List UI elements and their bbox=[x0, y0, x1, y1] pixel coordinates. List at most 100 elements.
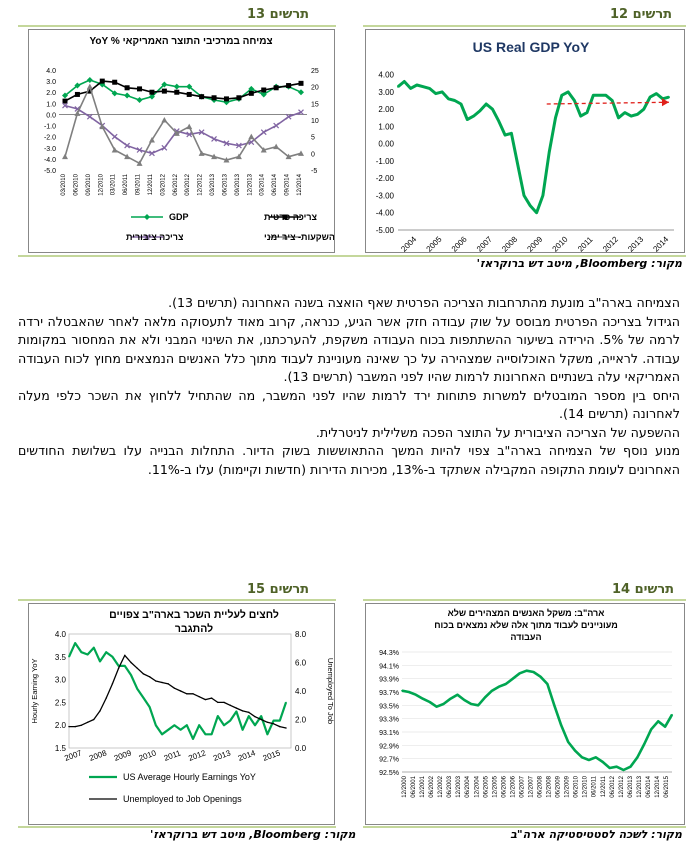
y-tick-label: 93.5% bbox=[379, 703, 399, 710]
y-tick-label-right: 0.0 bbox=[295, 744, 307, 753]
y-tick-label: -2.00 bbox=[376, 174, 395, 183]
data-point bbox=[657, 720, 659, 723]
data-point-square bbox=[112, 79, 118, 85]
data-point-triangle bbox=[124, 153, 131, 160]
y-tick-label-left: -3.0 bbox=[44, 146, 56, 153]
data-point-square bbox=[298, 80, 304, 86]
data-point bbox=[650, 728, 653, 731]
data-point bbox=[198, 724, 200, 726]
source-text: מקור: Bloomberg, מיטב דש ברוקראז' bbox=[150, 828, 356, 841]
x-tick-label: 03/2013 bbox=[210, 173, 216, 195]
data-point bbox=[235, 707, 238, 709]
x-tick-label: 2008 bbox=[88, 748, 108, 763]
data-point-triangle bbox=[273, 143, 280, 150]
x-tick-label: 2009 bbox=[525, 234, 544, 252]
x-tick-label: 06/2015 bbox=[664, 775, 670, 797]
data-point bbox=[449, 697, 452, 700]
data-point-diamond bbox=[186, 83, 193, 90]
data-point bbox=[124, 665, 126, 667]
x-tick-label: 06/2005 bbox=[483, 775, 489, 797]
x-tick-label: 12/2011 bbox=[148, 173, 154, 195]
y-tick-label-right: 20 bbox=[311, 85, 319, 92]
data-point bbox=[86, 721, 89, 724]
x-tick-label: 09/2013 bbox=[235, 173, 241, 195]
data-point bbox=[579, 115, 582, 118]
data-point bbox=[491, 108, 494, 111]
data-point bbox=[179, 729, 182, 731]
data-point bbox=[210, 733, 213, 736]
y-tick-label-left: 3.0 bbox=[55, 676, 67, 685]
x-tick-label: 06/2012 bbox=[610, 775, 616, 797]
x-tick-label: 06/2014 bbox=[646, 775, 652, 797]
data-point bbox=[99, 710, 101, 712]
data-point-triangle bbox=[86, 83, 93, 90]
y-tick-label: 0.00 bbox=[378, 140, 394, 149]
chart-not-want-to-work: ארה"ב: משקל האנשים המצהירים שלא מעונייני… bbox=[365, 603, 685, 825]
data-point bbox=[588, 759, 590, 761]
data-point bbox=[485, 102, 488, 105]
y-tick-label: 94.1% bbox=[379, 663, 399, 670]
x-tick-label: 12/2010 bbox=[98, 173, 104, 195]
x-tick-label: 2007 bbox=[475, 234, 494, 252]
data-point bbox=[456, 693, 459, 696]
x-tick-label: 06/2004 bbox=[465, 775, 471, 797]
y-tick-label-left: 3.5 bbox=[55, 653, 67, 662]
y-tick-label-left: -5.0 bbox=[44, 168, 56, 175]
data-point-triangle bbox=[161, 117, 168, 123]
chart-us-real-gdp: US Real GDP YoY 4.00 3.00 2.00 1.00 0.00 -1.00… bbox=[365, 29, 685, 254]
data-point-square bbox=[248, 90, 254, 96]
series-line bbox=[401, 669, 674, 772]
data-point bbox=[173, 724, 176, 726]
y-tick-label: -5.00 bbox=[376, 226, 395, 235]
data-point bbox=[655, 92, 658, 95]
data-point bbox=[636, 113, 639, 116]
figure-header-rule bbox=[18, 25, 336, 27]
data-point bbox=[68, 656, 70, 658]
x-tick-label: 03/2011 bbox=[111, 173, 117, 195]
data-point bbox=[130, 674, 132, 676]
data-point bbox=[403, 80, 406, 83]
x-tick-label: 06/2007 bbox=[519, 775, 525, 797]
x-tick-label: 09/2011 bbox=[136, 173, 142, 195]
data-point-triangle bbox=[74, 110, 81, 116]
data-point bbox=[136, 667, 138, 669]
data-point bbox=[198, 696, 200, 698]
x-tick-label: 06/2011 bbox=[123, 173, 129, 195]
data-point bbox=[622, 769, 625, 771]
x-tick-label: 2004 bbox=[399, 234, 418, 252]
x-tick-label: 12/2012 bbox=[198, 173, 204, 195]
data-point bbox=[80, 651, 83, 653]
data-point-triangle bbox=[186, 123, 193, 130]
data-point-x bbox=[298, 109, 304, 116]
y-tick-label: 4.00 bbox=[378, 71, 394, 80]
y-tick-label-left: 4.0 bbox=[46, 68, 56, 75]
y-tick-label-left: 4.0 bbox=[55, 630, 67, 639]
x-tick-label: 06/2003 bbox=[447, 775, 453, 797]
data-point bbox=[498, 685, 500, 688]
x-tick-label: 06/2009 bbox=[556, 775, 562, 797]
data-point bbox=[155, 724, 157, 726]
data-point bbox=[664, 725, 666, 728]
data-point bbox=[279, 725, 281, 728]
data-point-triangle bbox=[223, 157, 230, 163]
data-point bbox=[105, 651, 107, 653]
legend-marker bbox=[282, 214, 288, 220]
x-tick-label: 12/2002 bbox=[438, 775, 444, 797]
data-point-triangle bbox=[260, 147, 267, 153]
data-point bbox=[611, 99, 614, 102]
body-paragraph: מנוע נוסף של הצמיחה בארה"ב צפוי להיות המ… bbox=[18, 443, 680, 477]
x-tick-label: 09/2014 bbox=[285, 173, 291, 195]
x-tick-label: 09/2012 bbox=[185, 173, 191, 195]
data-point bbox=[463, 699, 466, 701]
data-point bbox=[595, 756, 597, 759]
source-rule bbox=[18, 255, 686, 257]
legend-label: Unemployed to Job Openings bbox=[123, 794, 242, 804]
data-point-x bbox=[111, 133, 118, 140]
data-point bbox=[142, 697, 145, 699]
chart-title-line: ארה"ב: משקל האנשים המצהירים שלא bbox=[448, 608, 605, 618]
source-text: מקור: Bloomberg, מיטב דש ברוקראז' bbox=[476, 257, 682, 270]
data-point-x bbox=[260, 129, 267, 136]
y-tick-label: -3.00 bbox=[376, 191, 395, 200]
legend-marker bbox=[282, 234, 288, 240]
data-point bbox=[408, 691, 410, 693]
